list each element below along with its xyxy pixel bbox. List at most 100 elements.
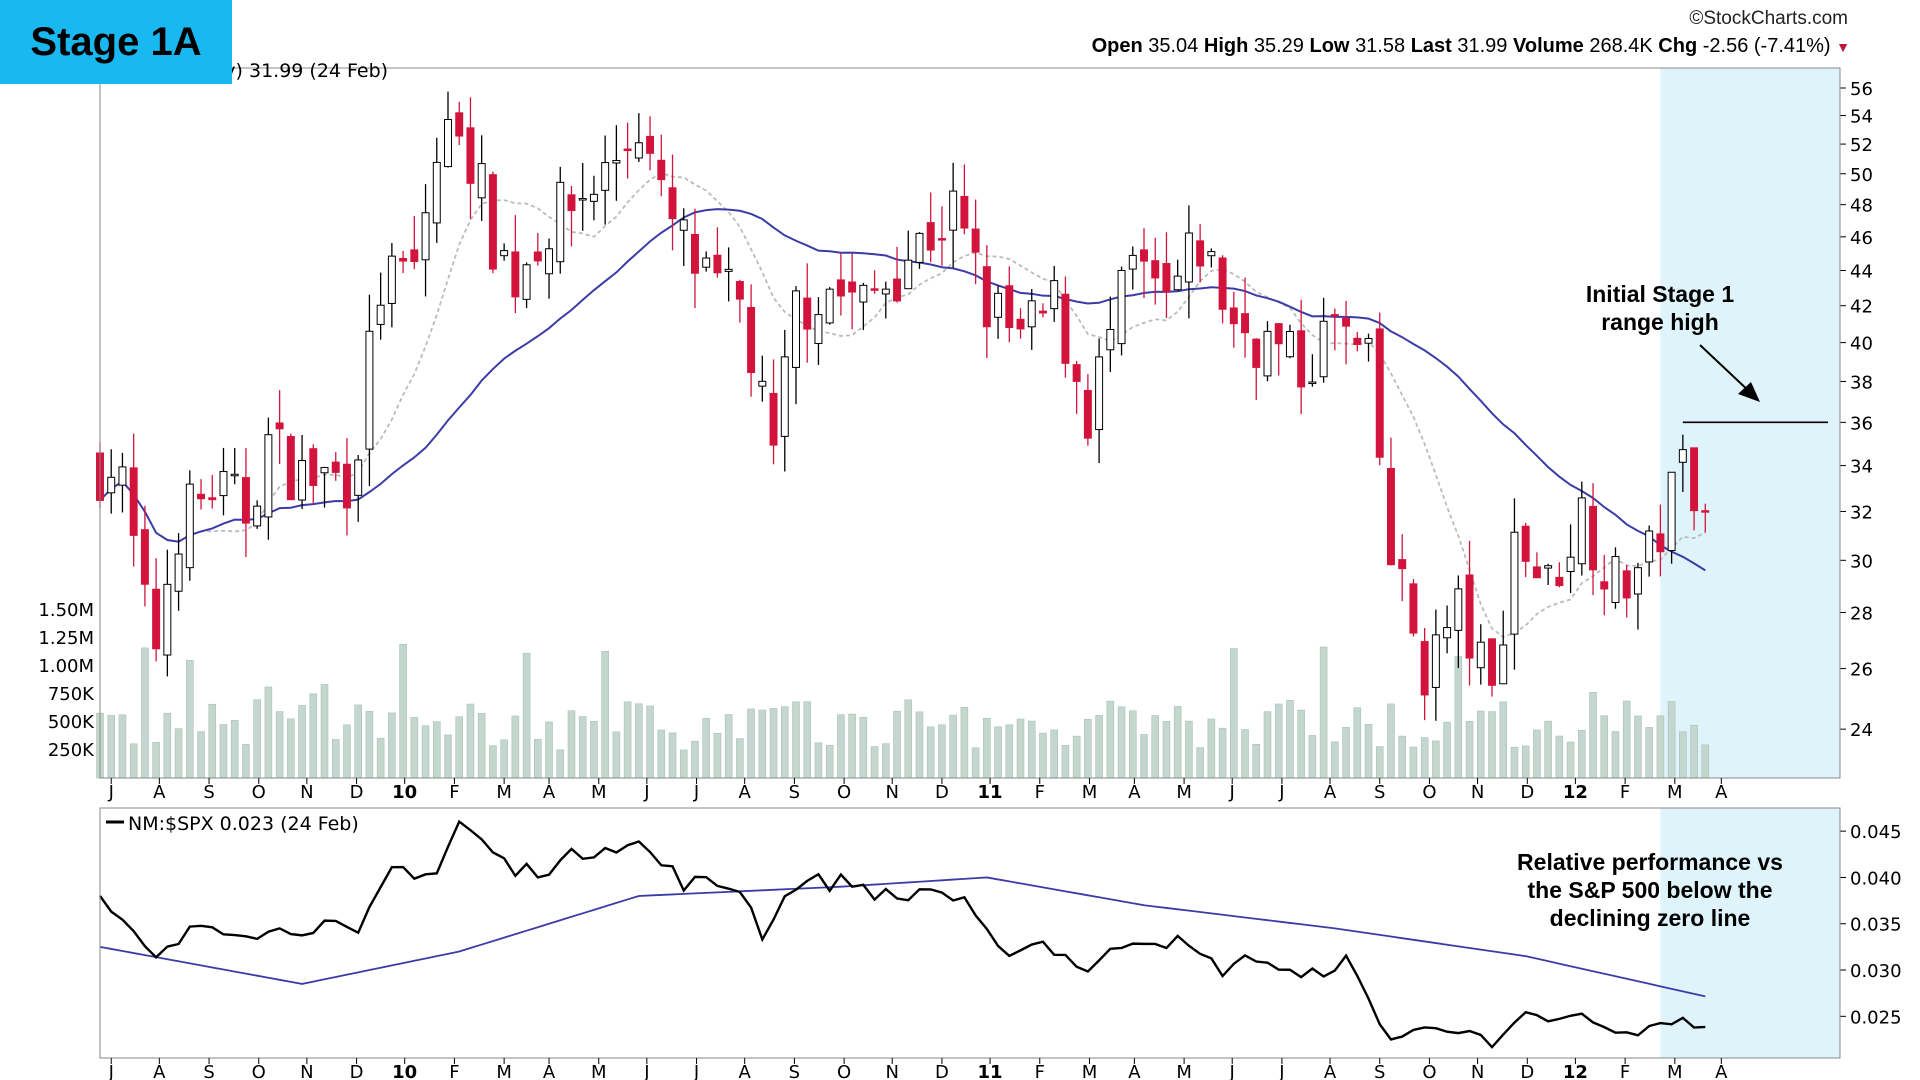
candle-body — [836, 279, 845, 297]
price-x-tick-label: 12 — [1563, 782, 1588, 803]
rs-x-tick-label: D — [350, 1062, 364, 1080]
price-x-tick-label: 10 — [392, 782, 417, 803]
volume-bar — [994, 726, 1002, 779]
rs-tick-label: 0.025 — [1850, 1007, 1902, 1028]
candle-body — [275, 422, 284, 430]
price-tick-label: 28 — [1850, 604, 1873, 625]
candle-body — [1566, 556, 1575, 572]
candle-body — [949, 190, 958, 231]
price-x-tick-label: J — [1229, 782, 1235, 803]
price-tick-label: 24 — [1850, 720, 1873, 741]
volume-bar — [522, 652, 531, 779]
rs-x-tick-label: F — [1035, 1062, 1045, 1080]
volume-bar — [724, 714, 733, 779]
candle-body — [1656, 533, 1665, 553]
candle-body — [1409, 583, 1418, 634]
rs-tick-label: 0.030 — [1850, 961, 1902, 982]
volume-bar — [1488, 711, 1496, 779]
volume-bar — [601, 650, 609, 779]
open-value: 35.04 — [1148, 35, 1198, 57]
candle-body — [444, 119, 452, 168]
candle-body — [1095, 356, 1104, 431]
candle-body — [1488, 638, 1496, 686]
candle-body — [926, 222, 935, 251]
high-label: High — [1204, 35, 1248, 57]
volume-bar — [679, 749, 688, 779]
candle-body — [1454, 588, 1463, 631]
volume-bar — [623, 701, 632, 779]
rs-line — [99, 819, 1706, 1049]
rs-panel-frame — [99, 807, 1841, 1059]
volume-bar — [1207, 718, 1216, 779]
annotation-relative-performance: Relative performance vs the S&P 500 belo… — [1470, 848, 1830, 932]
candle-body — [1398, 559, 1407, 570]
candle-body — [1600, 581, 1609, 590]
volume-bar — [1690, 724, 1698, 779]
candle-body — [646, 135, 655, 154]
candle-body — [511, 251, 520, 298]
volume-bars — [96, 643, 1710, 779]
chg-value: -2.56 (-7.41%) — [1703, 35, 1831, 57]
candle-body — [1117, 269, 1126, 345]
volume-bar — [567, 710, 576, 779]
volume-bar — [388, 712, 396, 779]
price-x-tick-label: A — [1128, 782, 1141, 803]
volume-bar — [174, 728, 183, 779]
rs-x-tick-label: A — [1128, 1062, 1141, 1080]
volume-bar — [444, 734, 452, 779]
volume-value: 268.4K — [1589, 35, 1653, 57]
volume-bar — [825, 744, 834, 779]
volume-tick-label: 750K — [48, 684, 95, 705]
candle-body — [466, 127, 475, 184]
rs-x-tick-label: A — [543, 1062, 556, 1080]
rs-x-tick-label: S — [203, 1062, 214, 1080]
volume-bar — [477, 713, 486, 779]
candle-body — [1577, 497, 1586, 565]
candle-body — [163, 583, 172, 656]
price-x-tick-label: S — [789, 782, 800, 803]
candle-body — [679, 219, 688, 231]
price-tick-label: 46 — [1850, 228, 1873, 249]
candle-body — [1196, 240, 1205, 267]
candle-body — [937, 238, 946, 241]
volume-bar — [904, 699, 913, 779]
candle-body — [859, 284, 868, 303]
volume-bar — [938, 724, 946, 779]
candle-body — [960, 195, 969, 229]
volume-bar — [354, 704, 362, 779]
candle-body — [904, 259, 913, 290]
candle-body — [253, 505, 262, 527]
volume-bar — [489, 745, 497, 779]
price-tick-label: 54 — [1850, 107, 1873, 128]
candle-body — [1690, 447, 1699, 512]
candle-body — [545, 248, 554, 275]
candle-body — [488, 174, 497, 270]
volume-bar — [1701, 744, 1710, 779]
volume-bar — [219, 724, 228, 779]
price-tick-label: 56 — [1850, 79, 1873, 100]
candle-body — [994, 292, 1003, 318]
candle-body — [1633, 567, 1642, 595]
candle-body — [612, 160, 621, 164]
volume-bar — [298, 705, 306, 779]
volume-bar — [1230, 648, 1238, 779]
moving-averages — [99, 172, 1706, 638]
volume-bar — [1443, 721, 1451, 779]
price-x-tick-label: A — [543, 782, 556, 803]
candle-body — [1285, 330, 1294, 358]
volume-bar — [287, 718, 295, 779]
volume-bar — [713, 732, 722, 779]
rs-tick-label: 0.040 — [1850, 868, 1902, 889]
volume-bar — [1039, 732, 1047, 779]
rs-x-tick-label: N — [885, 1062, 898, 1080]
price-x-tick-label: N — [1471, 782, 1484, 803]
candle-body — [1173, 275, 1182, 291]
candle-body — [1353, 337, 1362, 345]
volume-bar — [1117, 706, 1126, 779]
price-x-tick-label: A — [1324, 782, 1337, 803]
price-tick-label: 34 — [1850, 457, 1873, 478]
candle-body — [1375, 328, 1384, 458]
volume-bar — [1667, 701, 1676, 779]
candle-body — [219, 471, 228, 497]
